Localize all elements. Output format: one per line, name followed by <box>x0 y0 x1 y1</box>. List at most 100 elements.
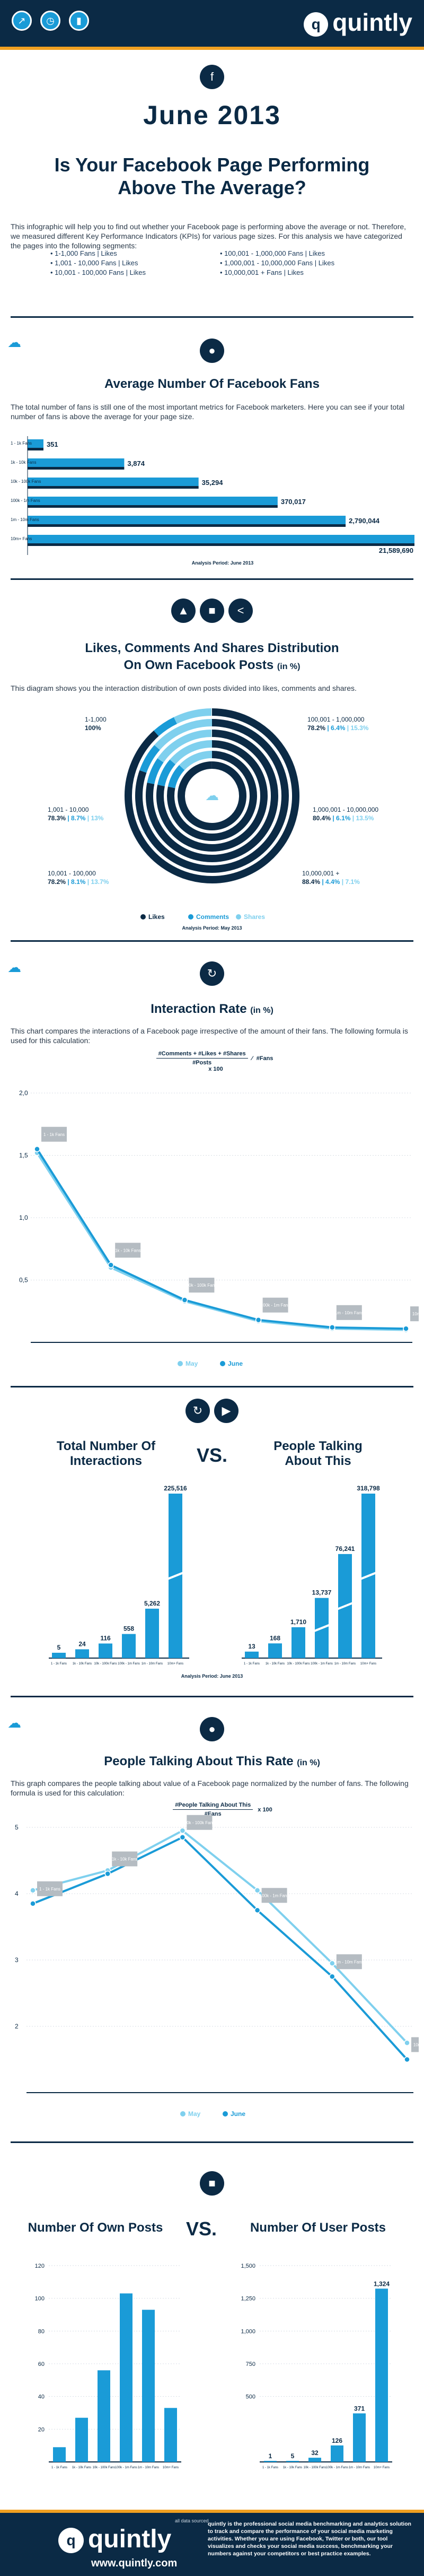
vs2-value-label: 32 <box>311 2449 319 2457</box>
donut-segment-name: 1,001 - 10,000 <box>48 806 89 813</box>
quintly-logo[interactable]: q quintly <box>304 7 412 37</box>
vs1-bar <box>99 1643 112 1658</box>
vs1-value-label: 13 <box>248 1643 255 1650</box>
category-label: 1k - 10k Fans <box>112 1857 137 1862</box>
category-box <box>112 1851 138 1867</box>
vs1-category-label: 1k - 10k Fans <box>266 1662 285 1666</box>
vs1-value-label: 76,241 <box>335 1545 355 1552</box>
footer-logo[interactable]: q quintly <box>58 2525 171 2554</box>
vs1-category-label: 100k - 1m Fans <box>118 1662 140 1666</box>
category-label: 1m - 10m Fans <box>335 1311 364 1315</box>
page-date: June 2013 <box>143 100 281 130</box>
vs2-bar <box>53 2447 66 2462</box>
data-point <box>30 1887 36 1894</box>
vs1-category-label: 1 - 1k Fans <box>244 1662 260 1666</box>
category-box <box>261 1888 287 1903</box>
likes-value: 88.4% <box>302 878 320 886</box>
likes-value: 78.2% <box>48 878 66 886</box>
fans-bar-shadow <box>28 543 414 546</box>
divider <box>11 940 413 942</box>
share-icon: < <box>228 599 253 623</box>
y-tick-label: 750 <box>246 2361 255 2367</box>
category-box <box>336 1305 362 1320</box>
vs2-category-label: 100k - 1m Fans <box>326 2466 348 2469</box>
divider <box>11 2141 413 2143</box>
vs2-value-label: 371 <box>354 2405 365 2412</box>
fans-bar <box>28 516 346 524</box>
data-point <box>254 1907 261 1913</box>
legend-dot <box>178 1361 183 1366</box>
fans-value-label: 2,790,044 <box>349 517 380 525</box>
hero-title-1: Is Your Facebook Page Performing <box>54 154 370 176</box>
footer-url[interactable]: www.quintly.com <box>91 2557 178 2569</box>
vs2-category-label: 10m+ Fans <box>163 2466 179 2469</box>
vs1-left-title: Total Number Of Interactions <box>56 1439 156 1468</box>
fans-bar-shadow <box>28 467 125 470</box>
category-box <box>187 1815 213 1830</box>
category-box <box>37 1881 63 1896</box>
category-label: 100k - 1m Fans <box>260 1893 289 1898</box>
divider <box>11 578 413 580</box>
chart-icon[interactable]: ↗ <box>12 11 32 31</box>
legend-dot <box>188 914 193 920</box>
fans-bar-shadow <box>28 448 43 450</box>
vs2-value-label: 126 <box>332 2437 342 2444</box>
vs1-axis-break <box>337 1602 354 1610</box>
donut-arc <box>173 708 212 724</box>
user-icon: ● <box>200 339 224 363</box>
vs1-right-title: People Talking About This <box>273 1439 363 1468</box>
data-point <box>404 2040 410 2046</box>
interaction-title: Interaction Rate (in %) <box>151 1002 273 1016</box>
divider <box>11 1386 413 1387</box>
legend-dot <box>140 914 146 920</box>
likes-value: 80.4% <box>313 814 331 822</box>
fans-category-label: 1m - 10m Fans <box>11 517 39 522</box>
category-box <box>115 1243 141 1258</box>
gauge-icon[interactable]: ◷ <box>40 11 60 31</box>
vs1-axis-break <box>167 1572 184 1580</box>
y-tick-label: 20 <box>38 2426 45 2433</box>
donut-arc <box>139 745 160 773</box>
vs1-category-label: 1k - 10k Fans <box>73 1662 92 1666</box>
fans-bar-shadow <box>28 505 278 508</box>
vs1-value-label: 558 <box>123 1625 134 1633</box>
vs1-category-label: 10m+ Fans <box>167 1662 183 1666</box>
segment-3: • 10,001 - 100,000 Fans | Likes <box>50 268 146 276</box>
fans-category-label: 10m+ Fans <box>11 536 32 541</box>
bar-icon[interactable]: ▮ <box>69 11 89 31</box>
divider <box>11 316 413 318</box>
donut-segment-values: 78.3% | 8.7% | 13% <box>48 814 104 822</box>
category-box <box>336 1954 362 1970</box>
comments-value: | 8.1% <box>66 878 86 886</box>
legend-label: Comments <box>196 913 229 921</box>
category-label: 1 - 1k Fans <box>43 1132 65 1137</box>
vs2-bar <box>264 2461 277 2462</box>
interaction-text: This chart compares the interactions of … <box>11 1027 408 1045</box>
speech-bubble-icon: ☁ <box>7 334 21 350</box>
donut-arc <box>135 719 289 873</box>
y-tick-label: 60 <box>38 2361 45 2367</box>
legend-label: May <box>186 1360 198 1367</box>
category-box <box>411 2037 419 2052</box>
vs1-category-label: 100k - 1m Fans <box>311 1662 333 1666</box>
y-tick-label: 1,250 <box>241 2296 255 2302</box>
legend-label: Likes <box>148 913 165 921</box>
donut-arc <box>167 751 257 841</box>
donut-arc <box>170 740 213 765</box>
divider <box>11 1696 413 1697</box>
y-tick-label: 40 <box>38 2394 45 2400</box>
likes-title-1: Likes, Comments And Shares Distribution <box>85 641 339 655</box>
hero-title-2: Above The Average? <box>118 177 306 198</box>
vs2-bar <box>142 2310 155 2462</box>
vs1-category-label: 1m - 10m Fans <box>334 1662 356 1666</box>
fans-title: Average Number Of Facebook Fans <box>104 377 320 391</box>
vs1-value-label: 5 <box>57 1644 61 1651</box>
category-label: 1m - 10m Fans <box>335 1959 364 1964</box>
data-point <box>329 1324 335 1331</box>
vs1-category-label: 10m+ Fans <box>360 1662 376 1666</box>
donut-segment-values: 80.4% | 6.1% | 13.5% <box>313 814 374 822</box>
legend-dot <box>220 1361 225 1366</box>
fans-value-label: 35,294 <box>202 479 224 487</box>
vs2-category-label: 1m - 10m Fans <box>349 2466 370 2469</box>
fans-text: The total number of fans is still one of… <box>11 403 405 421</box>
